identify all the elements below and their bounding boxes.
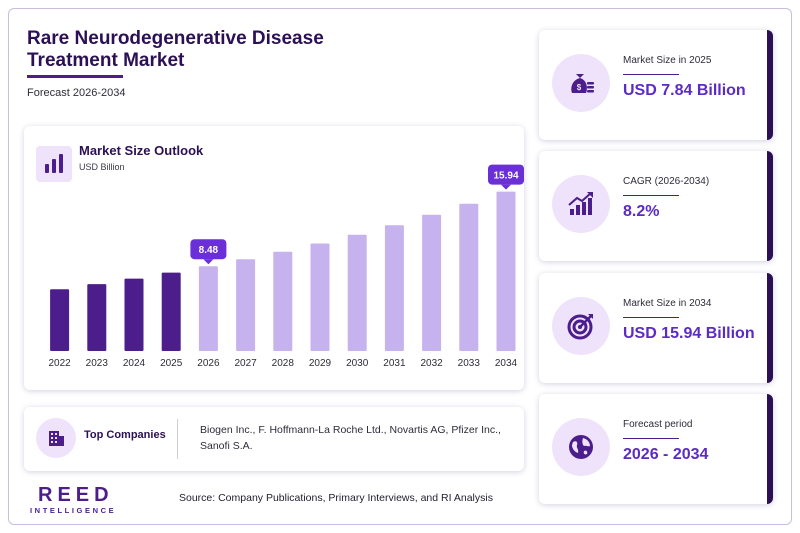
stat-rule <box>623 317 679 318</box>
source-note: Source: Company Publications, Primary In… <box>179 492 493 504</box>
x-tick-label: 2026 <box>197 358 220 369</box>
stat-value: USD 7.84 Billion <box>623 82 746 99</box>
x-tick-label: 2033 <box>458 358 481 369</box>
value-callout-bg <box>190 239 227 260</box>
bar-2034 <box>496 191 516 351</box>
x-tick-label: 2025 <box>160 358 183 369</box>
bar-chart: 2022 2023 2024 2025 2026 8.48 2027 2028 2029 2030… <box>48 164 524 369</box>
stat-value: USD 15.94 Billion <box>623 325 755 342</box>
svg-text:$: $ <box>577 83 582 92</box>
companies-divider <box>177 419 178 459</box>
title-underline <box>27 75 123 78</box>
page-title: Rare Neurodegenerative Disease Treatment… <box>27 28 324 71</box>
stat-label: Market Size in 2034 <box>623 298 712 309</box>
x-tick-label: 2034 <box>495 358 518 369</box>
bar-2029 <box>310 243 330 351</box>
bar-2030 <box>347 234 367 351</box>
bar-2025 <box>161 272 181 351</box>
value-callout-label: 15.94 <box>493 171 518 182</box>
bar-2027 <box>236 259 256 351</box>
globe-icon <box>552 418 610 476</box>
building-icon <box>36 418 76 458</box>
bar-2033 <box>459 203 479 351</box>
stat-value: 2026 - 2034 <box>623 446 709 463</box>
brand-logo: REED <box>38 484 114 506</box>
x-tick-label: 2030 <box>346 358 369 369</box>
chart-title: Market Size Outlook <box>79 143 204 158</box>
x-tick-label: 2029 <box>309 358 332 369</box>
bar-2024 <box>124 278 144 351</box>
bar-2026 <box>198 266 218 351</box>
brand-tagline: INTELLIGENCE <box>30 506 117 515</box>
x-tick-label: 2027 <box>234 358 257 369</box>
bar-2022 <box>50 289 70 351</box>
value-callout-bg <box>488 164 524 185</box>
stat-card-market-size-2025: $ Market Size in 2025 USD 7.84 Billion <box>539 30 773 140</box>
page-subtitle: Forecast 2026-2034 <box>27 87 126 99</box>
stat-card-market-size-2034: Market Size in 2034 USD 15.94 Billion <box>539 273 773 383</box>
companies-label: Top Companies <box>84 429 166 441</box>
x-tick-label: 2022 <box>48 358 71 369</box>
growth-chart-icon <box>552 175 610 233</box>
stat-card-forecast-period: Forecast period 2026 - 2034 <box>539 394 773 504</box>
stat-label: Market Size in 2025 <box>623 55 712 66</box>
stat-rule <box>623 195 679 196</box>
top-companies-card: Top Companies Biogen Inc., F. Hoffmann-L… <box>24 407 524 471</box>
x-tick-label: 2024 <box>123 358 146 369</box>
bar-chart-icon <box>36 146 72 182</box>
bar-2023 <box>87 284 107 351</box>
x-tick-label: 2032 <box>420 358 443 369</box>
market-size-chart-card: Market Size Outlook USD Billion 2022 2023… <box>24 126 524 390</box>
stat-rule <box>623 438 679 439</box>
bar-2028 <box>273 251 293 351</box>
x-tick-label: 2031 <box>383 358 406 369</box>
stat-label: Forecast period <box>623 419 693 430</box>
money-bag-icon: $ <box>552 54 610 112</box>
value-callout-label: 8.48 <box>199 245 219 256</box>
value-callout-pointer <box>203 259 214 265</box>
chart-unit: USD Billion <box>79 162 125 172</box>
stat-card-cagr: CAGR (2026-2034) 8.2% <box>539 151 773 261</box>
stat-rule <box>623 74 679 75</box>
x-tick-label: 2028 <box>272 358 295 369</box>
x-tick-label: 2023 <box>86 358 109 369</box>
bar-2032 <box>422 214 442 351</box>
companies-list: Biogen Inc., F. Hoffmann-La Roche Ltd., … <box>200 424 501 452</box>
stat-label: CAGR (2026-2034) <box>623 176 710 187</box>
bar-2031 <box>384 225 404 351</box>
stat-value: 8.2% <box>623 203 660 220</box>
target-icon <box>552 297 610 355</box>
value-callout-pointer <box>501 184 511 190</box>
